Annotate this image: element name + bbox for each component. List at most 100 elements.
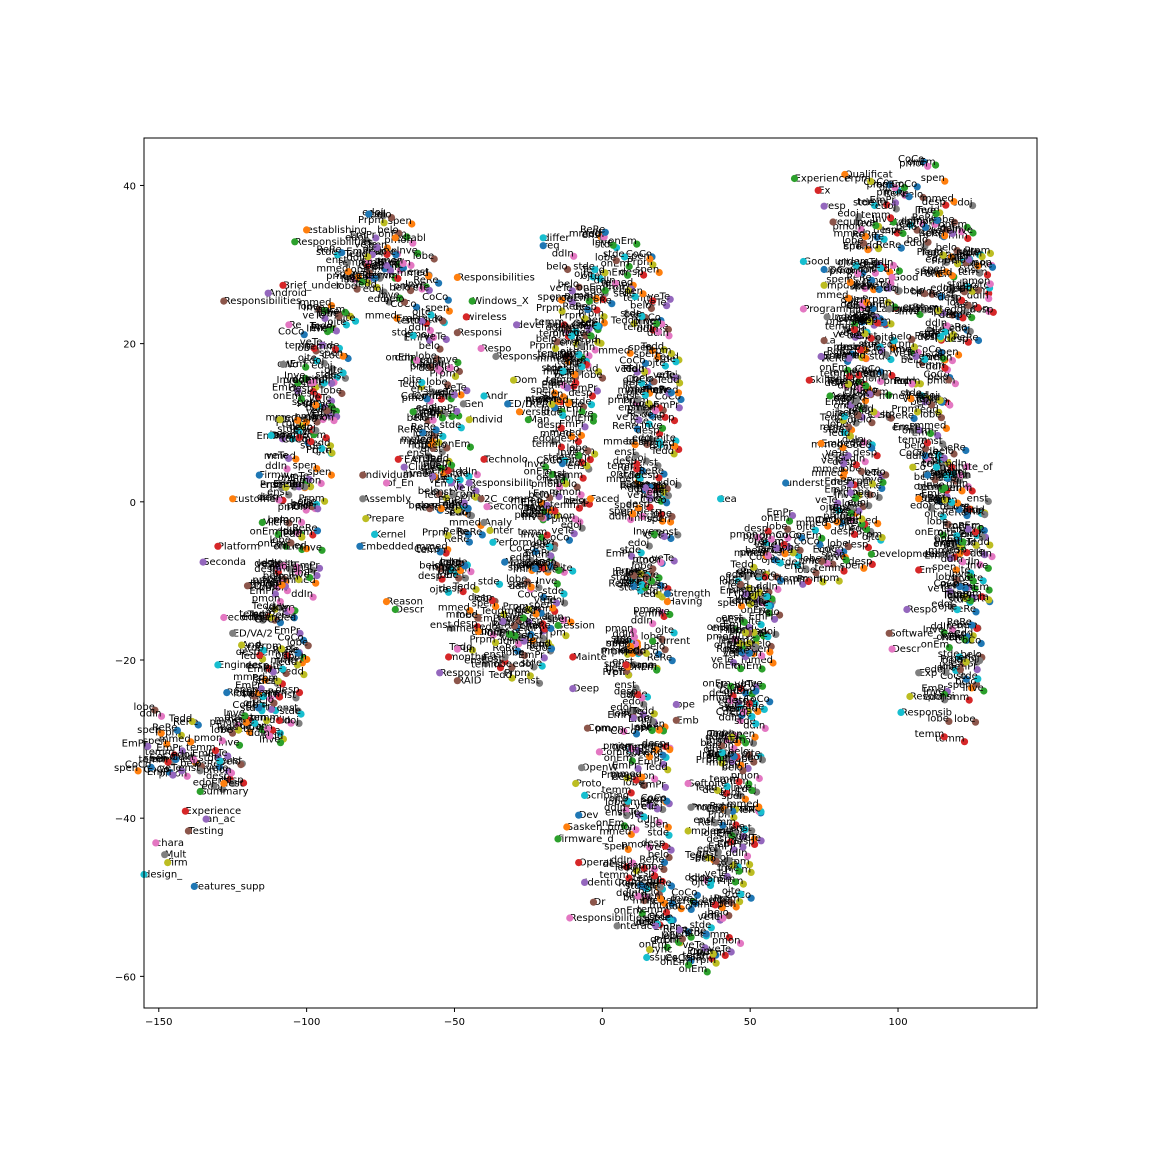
point-label: Tedd	[655, 352, 679, 363]
point-label: Development	[871, 549, 938, 560]
point-label: mmed	[922, 194, 954, 205]
point-label: enst	[557, 364, 579, 375]
point-label: mmed	[504, 606, 536, 617]
data-point	[820, 202, 828, 210]
point-label: CoCo	[891, 179, 917, 190]
point-label: ojte	[862, 532, 881, 543]
point-label: ojte	[647, 492, 666, 503]
point-label: lobe	[562, 399, 583, 410]
data-point	[628, 649, 637, 658]
data-point	[835, 548, 843, 557]
point-label: Responsibilities	[224, 296, 301, 307]
data-point	[745, 584, 753, 593]
point-label: veTe	[552, 526, 575, 537]
point-label: Prpm	[578, 309, 604, 320]
data-point	[725, 934, 733, 942]
point-label: stde	[719, 700, 741, 711]
point-label: pmon	[595, 723, 624, 734]
point-label: Inve	[306, 324, 327, 335]
data-point	[267, 431, 275, 440]
point-label: ReRe	[397, 425, 422, 436]
data-point	[741, 826, 749, 834]
point-label: pmon	[641, 740, 670, 751]
point-label: EmPr	[291, 568, 318, 579]
point-label: enst	[693, 815, 715, 826]
point-label: onEm	[702, 678, 731, 689]
point-label: desp	[626, 499, 650, 510]
data-point	[656, 430, 664, 438]
data-point	[462, 313, 470, 321]
data-point	[541, 507, 549, 515]
point-label: temm	[338, 258, 368, 269]
data-point	[552, 599, 561, 607]
data-point	[359, 471, 367, 479]
data-point	[575, 811, 583, 819]
data-point	[788, 511, 797, 520]
point-label: ReRe	[670, 895, 695, 906]
point-label: ddIn	[471, 627, 493, 638]
point-label: temm	[139, 754, 169, 765]
data-point	[661, 783, 670, 791]
point-label: mmed	[316, 264, 348, 275]
point-label: pmon	[730, 803, 759, 814]
data-point	[229, 495, 237, 503]
point-label: ReRe	[884, 189, 909, 200]
point-label: veTe	[920, 305, 943, 316]
point-label: edoj	[865, 347, 886, 358]
point-label: EmPr	[272, 383, 299, 394]
point-label: Inve	[537, 562, 558, 573]
point-label: onEm	[939, 219, 968, 230]
data-point	[320, 379, 328, 387]
data-point	[684, 827, 692, 835]
data-point	[569, 567, 577, 575]
point-label: belo	[960, 649, 981, 660]
data-point	[134, 767, 142, 775]
data-point	[934, 451, 943, 459]
point-label: Prepare	[366, 514, 404, 525]
point-label: lobe	[612, 709, 633, 720]
data-point	[181, 807, 189, 815]
point-label: pmon	[293, 476, 322, 487]
point-label: Inve	[741, 678, 762, 689]
data-point	[456, 483, 464, 491]
data-point	[719, 821, 727, 829]
data-point	[939, 440, 947, 448]
point-label: mmed	[218, 724, 250, 735]
point-label: edoj	[543, 595, 564, 606]
point-label: mmed	[270, 655, 302, 666]
point-label: EmPr	[434, 479, 461, 490]
point-label: ReRe	[889, 411, 914, 422]
point-label: lobe	[943, 284, 964, 295]
point-label: ojte	[796, 522, 815, 533]
point-label: Experience	[795, 174, 851, 185]
data-point	[539, 242, 547, 250]
data-point	[906, 221, 915, 229]
point-label: Inve	[641, 420, 662, 431]
data-point	[271, 605, 279, 613]
point-label: Responsi	[457, 328, 502, 339]
point-label: ddIn	[941, 554, 963, 565]
point-label: Commun	[599, 747, 644, 758]
point-label: CoCo	[282, 435, 308, 446]
point-label: RAID	[457, 676, 481, 687]
point-label: edoj	[657, 477, 678, 488]
data-point	[737, 685, 745, 693]
point-label: Tedd	[168, 714, 192, 725]
point-label: ReRe	[953, 333, 978, 344]
data-point	[750, 835, 758, 843]
point-label: pmon	[326, 271, 355, 282]
point-label: design_	[144, 870, 183, 881]
data-point	[572, 379, 580, 387]
point-label: Inve	[862, 475, 883, 486]
point-label: stde	[440, 420, 462, 431]
data-point	[754, 570, 762, 578]
data-point	[332, 327, 340, 335]
data-point	[884, 299, 892, 307]
data-point	[848, 515, 856, 523]
point-label: ojte	[924, 509, 943, 520]
point-label: pmon	[405, 329, 434, 340]
point-label: pmon	[833, 222, 862, 233]
data-point	[279, 360, 287, 368]
point-label: Inve	[536, 576, 557, 587]
point-label: CoCo	[847, 301, 873, 312]
